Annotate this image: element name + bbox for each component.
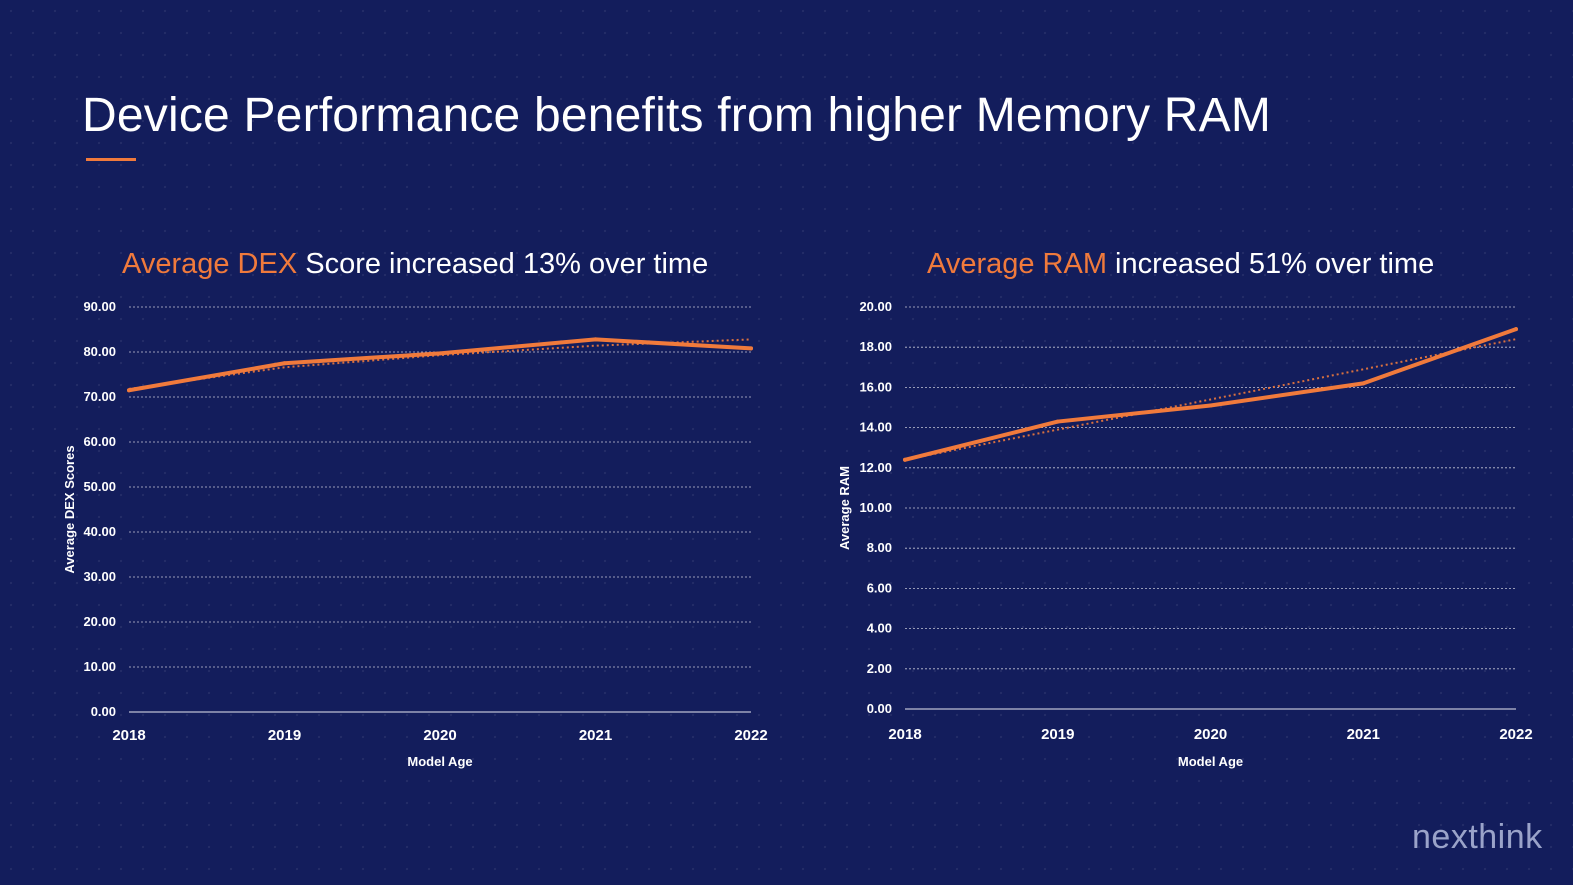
y-axis-title: Average RAM [837, 466, 852, 550]
title-underline [86, 158, 136, 161]
y-tick-label: 18.00 [859, 339, 892, 354]
data-point [903, 457, 907, 462]
x-axis-title: Model Age [407, 754, 472, 769]
chart-heading-highlight: Average DEX [122, 248, 298, 280]
y-tick-label: 70.00 [83, 389, 116, 404]
x-tick-label: 2022 [734, 727, 767, 744]
y-tick-label: 10.00 [83, 659, 116, 674]
chart-heading-rest: Score increased 13% over time [297, 248, 709, 280]
chart-heading-dex: Average DEX Score increased 13% over tim… [122, 248, 708, 281]
y-tick-label: 40.00 [83, 524, 116, 539]
x-tick-label: 2020 [1194, 726, 1227, 743]
y-tick-label: 16.00 [859, 379, 892, 394]
data-point [282, 361, 287, 366]
y-tick-label: 6.00 [867, 580, 892, 595]
y-tick-label: 8.00 [867, 540, 892, 555]
x-tick-label: 2018 [888, 726, 921, 743]
data-point [438, 351, 442, 356]
y-tick-label: 2.00 [867, 661, 892, 676]
x-tick-label: 2019 [268, 727, 301, 744]
y-tick-label: 12.00 [859, 460, 892, 475]
nexthink-logo: nexthink [1412, 818, 1543, 856]
x-tick-label: 2018 [112, 727, 145, 744]
y-tick-label: 90.00 [83, 299, 116, 314]
data-point [1055, 419, 1060, 424]
data-point [593, 337, 598, 342]
y-axis-title: Average DEX Scores [62, 445, 77, 573]
y-tick-label: 20.00 [83, 614, 116, 629]
y-tick-label: 80.00 [83, 344, 116, 359]
chart-heading-highlight: Average RAM [927, 248, 1107, 280]
x-tick-label: 2021 [1347, 726, 1380, 743]
y-tick-label: 14.00 [859, 420, 892, 435]
y-tick-label: 0.00 [867, 701, 892, 716]
y-tick-label: 20.00 [859, 299, 892, 314]
y-tick-label: 50.00 [83, 479, 116, 494]
y-tick-label: 0.00 [91, 704, 116, 719]
y-tick-label: 10.00 [859, 500, 892, 515]
x-axis-title: Model Age [1178, 754, 1243, 769]
y-tick-label: 4.00 [867, 621, 892, 636]
series-line [903, 327, 1518, 462]
data-point [749, 346, 753, 351]
x-tick-label: 2020 [423, 727, 456, 744]
chart-heading-rest: increased 51% over time [1107, 248, 1435, 280]
data-point [1208, 403, 1213, 408]
data-point [1514, 327, 1518, 332]
slide-title: Device Performance benefits from higher … [82, 89, 1272, 142]
y-tick-label: 60.00 [83, 434, 116, 449]
data-point [127, 388, 131, 393]
y-tick-label: 30.00 [83, 569, 116, 584]
x-tick-label: 2019 [1041, 726, 1074, 743]
chart-heading-ram: Average RAM increased 51% over time [927, 248, 1434, 281]
x-tick-label: 2022 [1499, 726, 1532, 743]
trendline [904, 338, 1517, 461]
x-tick-label: 2021 [579, 727, 612, 744]
data-point [1361, 381, 1366, 386]
